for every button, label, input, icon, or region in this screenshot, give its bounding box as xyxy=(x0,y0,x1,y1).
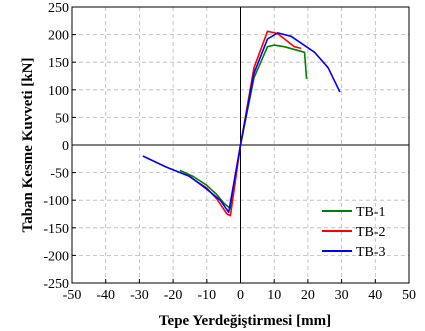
ticks-layer: -50 -40 -30 -20 -10 0 10 20 30 40 50-250-200-150-1… xyxy=(43,1,416,303)
y-tick-label: 150 xyxy=(48,56,69,71)
legend: TB-1 TB-2 TB-3 xyxy=(322,205,386,260)
series-line-tb-3 xyxy=(142,32,341,214)
x-tick-label: 20 xyxy=(301,288,315,303)
x-tick-label: 0 xyxy=(237,288,244,303)
y-tick-label: 0 xyxy=(62,139,69,154)
y-tick-label: -200 xyxy=(43,249,69,264)
y-tick-label: -150 xyxy=(43,222,69,237)
x-tick-label: -30 xyxy=(130,288,149,303)
y-axis-title: Taban Kesme Kuvveti [kN] xyxy=(20,58,36,233)
x-tick-label: 30 xyxy=(335,288,349,303)
series-layer xyxy=(142,30,341,217)
x-tick-label: -50 xyxy=(63,288,82,303)
y-tick-label: -50 xyxy=(50,167,69,182)
x-tick-label: -40 xyxy=(96,288,115,303)
x-tick-label: 10 xyxy=(267,288,281,303)
legend-label-tb-3: TB-3 xyxy=(356,245,386,260)
y-tick-label: 250 xyxy=(48,1,69,16)
x-tick-label: 50 xyxy=(402,288,416,303)
y-tick-label: 200 xyxy=(48,29,69,44)
x-tick-label: -10 xyxy=(197,288,216,303)
legend-label-tb-1: TB-1 xyxy=(356,205,386,220)
y-tick-label: -250 xyxy=(43,277,69,292)
y-tick-label: 50 xyxy=(55,111,69,126)
x-tick-label: -20 xyxy=(164,288,183,303)
y-tick-label: 100 xyxy=(48,84,69,99)
x-axis-title: Tepe Yerdeğiştirmesi [mm] xyxy=(159,313,331,329)
x-tick-label: 40 xyxy=(368,288,382,303)
y-tick-label: -100 xyxy=(43,194,69,209)
legend-label-tb-2: TB-2 xyxy=(356,225,386,240)
